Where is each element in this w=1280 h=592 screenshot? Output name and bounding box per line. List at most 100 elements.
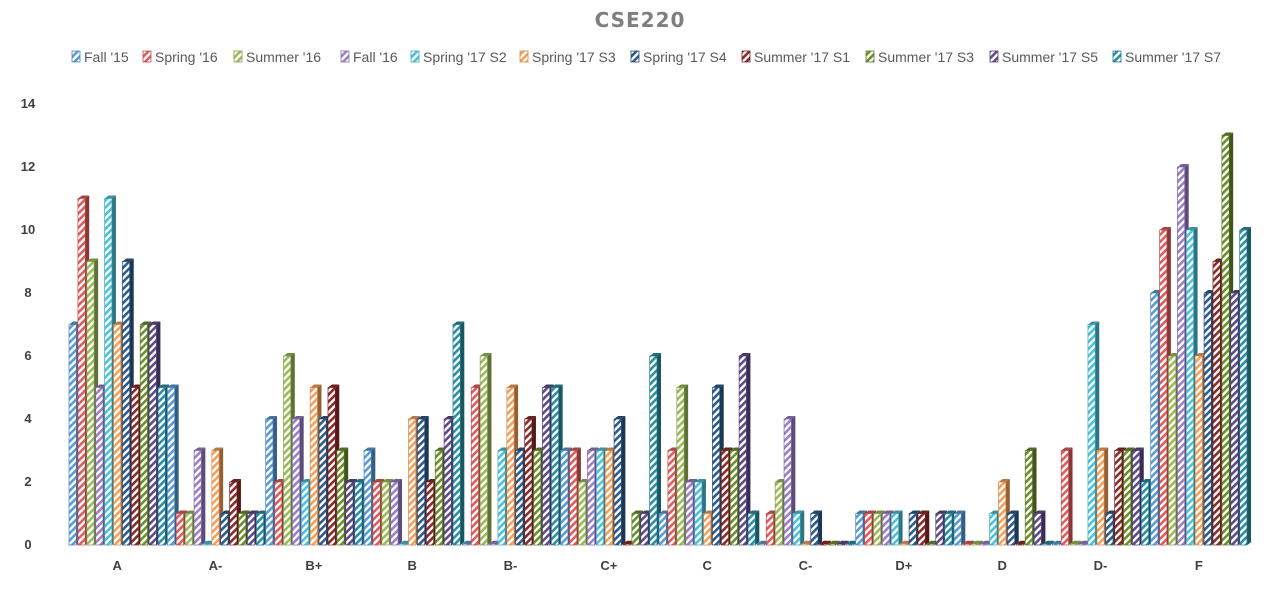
bar — [962, 540, 975, 546]
y-tick-label: 6 — [24, 348, 31, 363]
bar-front — [649, 355, 658, 546]
bar-top — [471, 384, 483, 388]
bar-front — [926, 543, 935, 546]
bar-top — [1016, 540, 1028, 544]
bar-front — [184, 513, 193, 546]
bar-side — [844, 540, 849, 545]
bar-front — [550, 387, 559, 546]
bar-top — [336, 447, 349, 451]
bar-side — [979, 540, 984, 545]
bar-top — [1034, 510, 1046, 514]
bar-front — [202, 543, 211, 546]
bar-top — [694, 479, 706, 482]
bar-front — [953, 513, 962, 546]
bar-top — [855, 510, 867, 514]
bar-front — [998, 481, 1007, 546]
bar-front — [1033, 513, 1042, 546]
bar-front — [873, 513, 882, 546]
legend-label: Summer '17 S3 — [878, 49, 974, 65]
bar-top — [104, 195, 116, 199]
bar-front — [68, 324, 77, 546]
bar-front — [1203, 292, 1212, 546]
bar-side — [1077, 540, 1082, 545]
bar-top — [685, 479, 698, 482]
bar — [917, 510, 930, 546]
bar-top — [515, 447, 528, 451]
bar-front — [1114, 450, 1123, 546]
legend-label: Spring '17 S2 — [423, 49, 507, 65]
bar-front — [676, 387, 685, 546]
bar-top — [345, 479, 358, 482]
bar-top — [631, 510, 644, 514]
bar-top — [1186, 227, 1198, 230]
bar-side — [1041, 510, 1046, 545]
legend-swatch — [865, 50, 875, 63]
legend-swatch — [410, 50, 420, 63]
x-tick-label: B- — [504, 558, 518, 573]
bar — [613, 416, 626, 546]
bar-top — [444, 416, 456, 419]
legend-swatch — [741, 50, 751, 63]
bar-top — [319, 416, 331, 419]
bar-front — [756, 543, 765, 546]
bar-top — [95, 384, 108, 388]
bar-top — [247, 510, 259, 514]
bar-top — [1007, 510, 1019, 514]
bar-front — [810, 513, 819, 546]
legend-label: Spring '17 S3 — [532, 49, 616, 65]
bar-front — [95, 387, 104, 546]
legend-item: Summer '17 S7 — [1112, 49, 1221, 65]
bar-front — [363, 450, 372, 546]
bar-front — [971, 543, 980, 546]
bar — [1060, 447, 1073, 546]
bar-front — [1239, 229, 1248, 546]
bar-top — [274, 479, 286, 482]
bar-front — [1051, 543, 1060, 546]
bar-front — [747, 513, 756, 546]
x-tick-label: B+ — [305, 558, 322, 573]
bar-front — [515, 450, 524, 546]
y-tick-label: 2 — [24, 474, 31, 489]
y-tick-label: 8 — [24, 285, 31, 300]
bar-top — [1123, 447, 1135, 451]
bar-top — [640, 510, 653, 514]
bar-top — [989, 510, 1001, 514]
bar-front — [604, 450, 613, 546]
bar-front — [443, 418, 452, 546]
bar-front — [238, 513, 247, 546]
bar-front — [980, 543, 989, 546]
bar-top — [998, 479, 1010, 482]
bar-top — [185, 510, 197, 514]
bar-top — [524, 416, 536, 419]
bar-top — [86, 258, 99, 262]
x-tick-label: F — [1195, 558, 1203, 573]
bar — [738, 353, 751, 546]
bar-front — [425, 481, 434, 546]
bar-front — [470, 387, 479, 546]
bar-front — [622, 543, 631, 546]
legend-label: Summer '17 S5 — [1002, 49, 1098, 65]
bar-top — [77, 195, 90, 199]
bar-top — [721, 447, 733, 451]
y-tick-label: 14 — [21, 96, 36, 111]
bar-top — [578, 479, 590, 482]
bar-front — [890, 513, 899, 546]
bar-top — [489, 540, 501, 544]
bar — [828, 540, 840, 546]
legend-swatch — [630, 50, 640, 63]
bar-front — [220, 513, 229, 546]
bar — [649, 353, 661, 546]
bar-front — [1042, 543, 1051, 546]
bar-top — [435, 447, 447, 451]
bar-top — [506, 384, 519, 388]
bar-front — [247, 513, 256, 546]
bar-side — [201, 447, 206, 545]
bar-top — [1141, 479, 1153, 482]
legend-item: Fall '16 — [340, 49, 398, 65]
bar — [167, 384, 179, 546]
legend-item: Summer '16 — [233, 49, 321, 65]
bar-top — [113, 321, 125, 325]
bar-top — [381, 479, 394, 482]
bar-front — [1015, 543, 1024, 546]
bars — [68, 132, 1251, 546]
